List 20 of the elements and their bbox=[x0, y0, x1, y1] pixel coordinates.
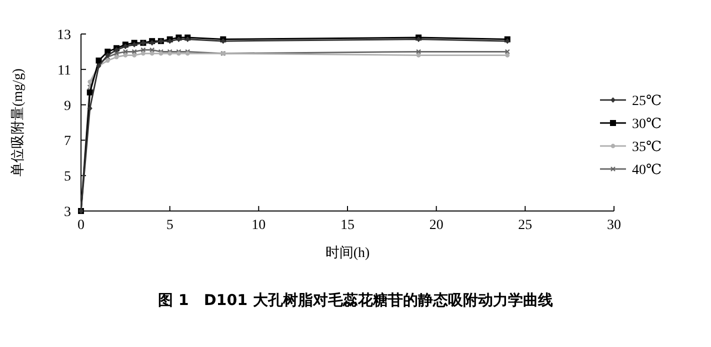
x-tick-label: 15 bbox=[340, 218, 354, 233]
y-tick-label: 3 bbox=[64, 205, 71, 220]
x-axis-title: 时间(h) bbox=[325, 245, 370, 261]
y-tick-label: 5 bbox=[64, 170, 71, 185]
y-tick-label: 13 bbox=[57, 28, 71, 43]
x-tick-label: 5 bbox=[166, 218, 174, 233]
legend-label: 30℃ bbox=[632, 117, 662, 132]
x-tick-label: 30 bbox=[607, 218, 621, 233]
y-tick-label: 9 bbox=[64, 98, 71, 114]
x-tick-label: 20 bbox=[429, 218, 444, 233]
x-tick-label: 0 bbox=[78, 218, 84, 233]
y-axis-title: 单位吸附量(mg/g) bbox=[10, 68, 26, 177]
x-tick-label: 10 bbox=[252, 218, 266, 233]
legend-label: 25℃ bbox=[632, 94, 662, 109]
legend-label: 35℃ bbox=[632, 140, 662, 155]
y-tick-label: 11 bbox=[58, 63, 71, 78]
legend-label: 40℃ bbox=[632, 163, 662, 178]
x-tick-label: 25 bbox=[518, 218, 532, 233]
y-tick-label: 7 bbox=[64, 134, 71, 150]
text: 图 1 D101 大孔树脂对毛蕊花糖苷的静态吸附动力学曲线 bbox=[158, 291, 553, 309]
